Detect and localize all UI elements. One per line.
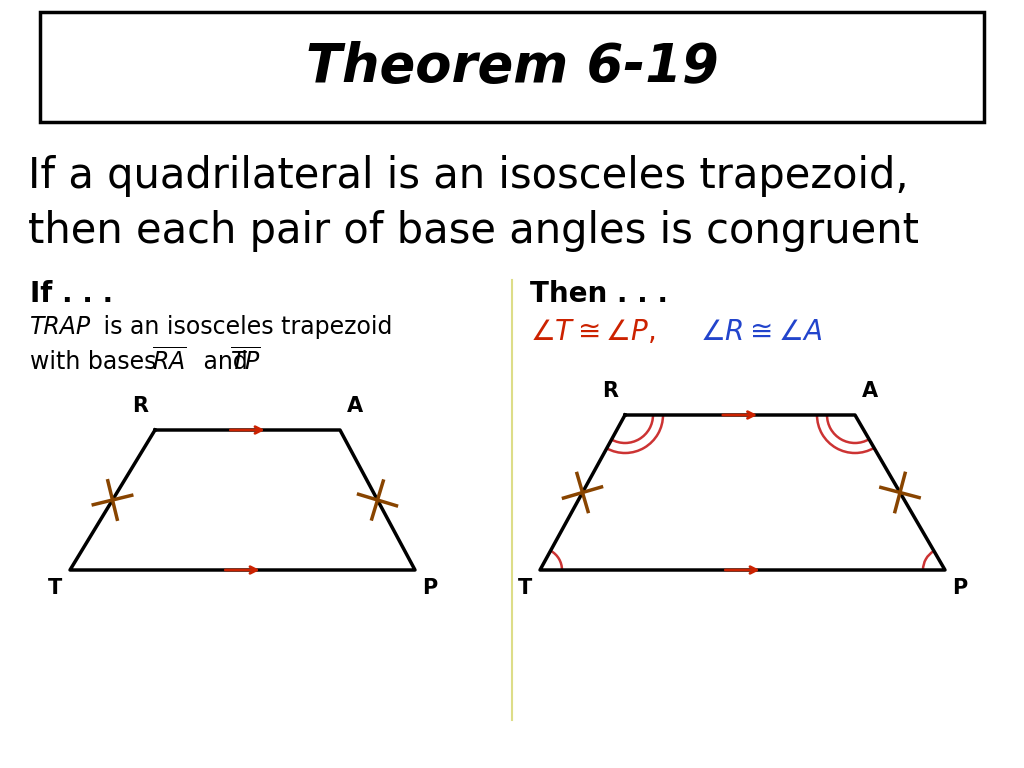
- Text: If a quadrilateral is an isosceles trapezoid,: If a quadrilateral is an isosceles trape…: [28, 155, 908, 197]
- Text: P: P: [422, 578, 437, 598]
- Text: Theorem 6-19: Theorem 6-19: [305, 41, 719, 93]
- Text: A: A: [862, 381, 878, 401]
- Text: and: and: [196, 350, 255, 374]
- Text: $\angle T \cong \angle P,$: $\angle T \cong \angle P,$: [530, 318, 655, 346]
- Text: $\overline{RA}$: $\overline{RA}$: [152, 348, 186, 375]
- Text: If . . .: If . . .: [30, 280, 113, 308]
- Text: is an isosceles trapezoid: is an isosceles trapezoid: [96, 315, 392, 339]
- Text: A: A: [347, 396, 364, 416]
- Text: then each pair of base angles is congruent: then each pair of base angles is congrue…: [28, 210, 919, 252]
- Text: T: T: [518, 578, 532, 598]
- Text: with bases: with bases: [30, 350, 164, 374]
- Text: $\overline{TP}$: $\overline{TP}$: [230, 348, 261, 375]
- Text: P: P: [952, 578, 968, 598]
- Bar: [40, 12, 984, 122]
- Text: $\angle R \cong \angle A$: $\angle R \cong \angle A$: [700, 318, 822, 346]
- Text: T: T: [48, 578, 62, 598]
- Text: R: R: [132, 396, 148, 416]
- Text: Then . . .: Then . . .: [530, 280, 668, 308]
- Text: TRAP: TRAP: [30, 315, 91, 339]
- Text: R: R: [602, 381, 618, 401]
